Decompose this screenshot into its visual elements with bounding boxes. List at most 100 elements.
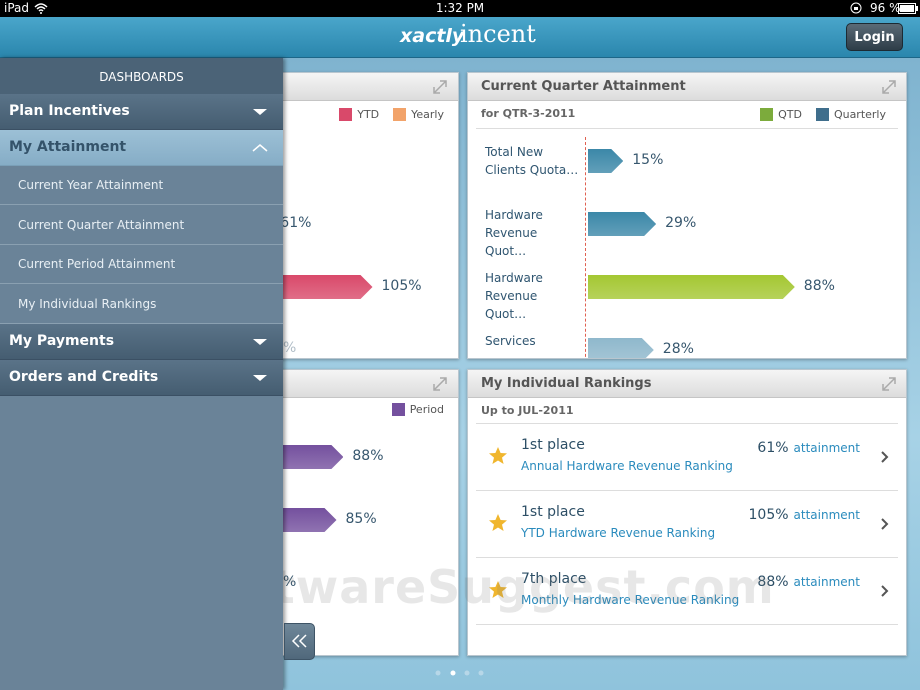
ranking-percent: 105% (748, 507, 789, 523)
legend-label: Period (409, 403, 444, 416)
legend-item: Yearly (393, 108, 444, 121)
page-indicator (435, 670, 484, 676)
ranking-attainment: 105% attainment (749, 504, 860, 523)
ranking-attainment: 88% attainment (757, 571, 860, 590)
bar (588, 275, 795, 299)
ranking-place: 1st place (521, 504, 585, 520)
clipped-label: % (283, 340, 297, 356)
panel-subtitle: Up to JUL-2011 (481, 404, 574, 417)
login-button[interactable]: Login (846, 23, 903, 51)
legend-label: YTD (357, 108, 380, 121)
legend-item: Quarterly (815, 108, 886, 121)
ranking-unit: attainment (793, 575, 860, 589)
legend-label: Quarterly (833, 108, 886, 121)
ranking-unit: attainment (793, 441, 860, 455)
menu-item[interactable]: My Individual Rankings (0, 285, 283, 324)
rankings-panel: My Individual Rankings Up to JUL-2011 1s… (467, 369, 907, 656)
divider (476, 128, 898, 129)
status-bar: iPad 1:32 PM 96 % (0, 0, 920, 17)
expand-icon[interactable] (431, 375, 449, 393)
legend: Period (391, 403, 444, 416)
chevron-icon (881, 585, 889, 597)
value-label: 29% (665, 215, 697, 231)
legend-item: Period (391, 403, 444, 416)
star-icon (489, 581, 507, 598)
value-label: 88% (803, 278, 835, 294)
value-label: 28% (662, 341, 694, 357)
menu-section[interactable]: Orders and Credits (0, 360, 283, 396)
row-label: Total New Clients Quota… (485, 145, 579, 177)
legend: YTD Yearly (339, 108, 444, 121)
expand-icon[interactable] (880, 375, 898, 393)
legend-label: Yearly (411, 108, 444, 121)
bar (588, 149, 623, 173)
battery-icon (898, 3, 918, 14)
divider (476, 423, 898, 424)
panel-title: My Individual Rankings (468, 370, 906, 398)
row-label: Services (485, 334, 536, 348)
legend: QTD Quarterly (760, 108, 886, 121)
legend-item: QTD (760, 108, 802, 121)
quarter-panel: Current Quarter Attainment for QTR-3-201… (467, 72, 907, 359)
baseline (585, 137, 586, 358)
ranking-attainment: 61% attainment (757, 437, 860, 456)
product-name: incent (460, 20, 536, 48)
menu-item[interactable]: Current Period Attainment (0, 245, 283, 284)
collapse-button[interactable] (284, 623, 315, 660)
menu-section[interactable]: My Payments (0, 324, 283, 360)
row-label: Hardware Revenue Quot… (485, 208, 543, 258)
expand-icon[interactable] (880, 78, 898, 96)
ranking-name: YTD Hardware Revenue Ranking (521, 526, 716, 540)
expand-arrow (253, 339, 267, 345)
menu-item[interactable]: Current Year Attainment (0, 166, 283, 205)
ranking-row[interactable]: 7th place Monthly Hardware Revenue Rankin… (476, 558, 898, 625)
legend-swatch (760, 108, 774, 121)
star-icon (489, 514, 507, 531)
logo: xactly (400, 25, 465, 47)
expand-arrow (253, 375, 267, 381)
ranking-place: 7th place (521, 571, 587, 587)
panel-subtitle: for QTR-3-2011 (481, 107, 576, 120)
ranking-place: 1st place (521, 437, 585, 453)
wifi-icon (34, 3, 48, 14)
value-label: 15% (632, 152, 664, 168)
legend-swatch (339, 108, 353, 121)
lock-icon (850, 2, 862, 14)
ranking-name: Monthly Hardware Revenue Ranking (521, 593, 740, 607)
menu-item[interactable]: Current Quarter Attainment (0, 206, 283, 245)
legend-swatch (391, 403, 405, 416)
clipped-label: % (283, 574, 297, 590)
ranking-row[interactable]: 1st place YTD Hardware Revenue Ranking 105… (476, 491, 898, 558)
watermark: SoftwareSuggest.com (185, 560, 775, 614)
panel-title: Current Quarter Attainment (468, 73, 906, 101)
app-header: xactly incent Login (0, 17, 920, 58)
expand-icon[interactable] (431, 78, 449, 96)
device-name: iPad (4, 1, 30, 15)
ranking-unit: attainment (793, 508, 860, 522)
sidebar-title: DASHBOARDS (0, 58, 283, 94)
value-label: 61% (280, 215, 312, 231)
collapse-icon (291, 634, 307, 648)
legend-item: YTD (339, 108, 379, 121)
expand-arrow (253, 109, 267, 115)
ranking-percent: 88% (757, 574, 789, 590)
ranking-percent: 61% (757, 440, 789, 456)
collapse-arrow (252, 144, 268, 152)
legend-label: QTD (778, 108, 802, 121)
menu-section[interactable]: My Attainment (0, 130, 283, 166)
value-label: 105% (381, 278, 422, 294)
chevron-icon (881, 451, 889, 463)
menu-section[interactable]: Plan Incentives (0, 94, 283, 130)
chevron-icon (881, 518, 889, 530)
value-label: 88% (352, 448, 384, 464)
ranking-row[interactable]: 1st place Annual Hardware Revenue Ranking… (476, 424, 898, 491)
sidebar: DASHBOARDS Plan Incentives My Attainment C… (0, 58, 283, 690)
legend-swatch (393, 108, 407, 121)
star-icon (489, 447, 507, 464)
clock: 1:32 PM (435, 1, 485, 15)
ranking-name: Annual Hardware Revenue Ranking (521, 459, 733, 473)
bar (588, 212, 656, 236)
value-label: 85% (345, 511, 377, 527)
battery-level: 96 % (870, 1, 901, 15)
